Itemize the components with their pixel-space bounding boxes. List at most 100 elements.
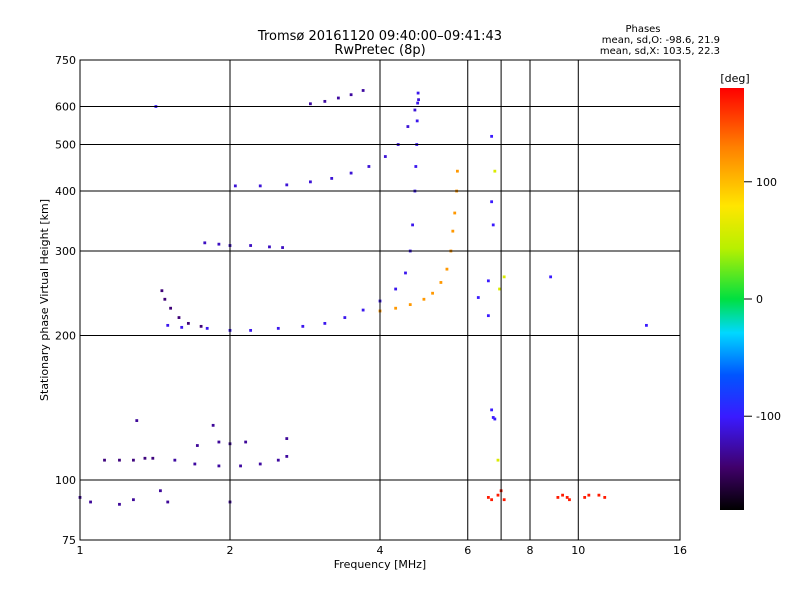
data-point-s5-1 [394,306,398,310]
data-point-s3-0 [309,102,312,106]
colorbar-scale [720,88,744,510]
data-point-s5-5 [439,281,443,284]
data-point-s0-4 [249,328,253,332]
data-point-s1-0 [160,289,164,293]
data-point-s8-7 [195,444,199,447]
data-point-s5-2 [408,303,412,306]
data-point-s6-4 [258,462,262,466]
data-point-s9-0 [486,496,490,499]
colorbar-tick-label: -100 [756,410,781,423]
data-point-s0-2 [205,326,209,330]
plot-frame [79,59,681,541]
data-point-s8-1 [89,500,92,504]
data-point-s10-5 [490,200,494,204]
data-point-s7-3 [143,456,147,460]
data-point-s10-8 [645,323,648,327]
x-tick-label: 2 [227,544,234,557]
data-point-s8-3 [132,498,135,502]
data-point-s1-4 [186,321,190,325]
data-point-s10-1 [493,417,497,421]
colorbar: [deg] 100 0 -100 [720,72,781,510]
data-point-s0-5 [276,326,280,330]
data-point-s0-0 [166,323,170,327]
data-point-s9-7 [565,496,569,499]
chart-title: Tromsø 20161120 09:40:00–09:41:43 [257,29,502,44]
data-point-s7-0 [103,458,106,462]
chart-subtitle: RwPretec (8p) [334,43,425,58]
data-point-s0-9 [361,308,365,312]
legend-line-o: mean, sd,O: -98.6, 21.9 [602,35,720,46]
data-point-s8-8 [217,440,221,444]
data-points [78,89,648,506]
data-point-s6-2 [217,464,221,468]
data-point-s0-12 [404,271,407,275]
data-point-s2-7 [383,155,387,158]
data-point-s4-4 [268,245,271,249]
x-tick-label: 8 [527,544,534,557]
data-point-s8-11 [285,437,289,440]
data-point-s9-8 [568,498,571,502]
data-point-s11-1 [502,275,506,279]
data-point-s10-0 [491,416,495,419]
data-point-s0-20 [416,91,420,95]
y-axis-label: Stationary phase Virtual Height [km] [38,199,51,401]
data-point-s10-3 [486,279,490,283]
data-point-s2-4 [330,177,334,180]
data-point-s2-5 [349,171,353,175]
data-point-s5-3 [422,297,426,301]
data-point-s9-10 [587,493,591,497]
data-point-s2-0 [233,184,237,188]
x-tick-label: 10 [571,544,585,557]
y-tick-label: 300 [55,245,76,258]
data-point-s0-14 [411,223,414,227]
data-point-s2-6 [367,165,371,168]
data-point-s5-4 [431,291,434,295]
data-point-s6-6 [285,455,289,458]
data-point-s2-11 [417,98,420,102]
data-point-s5-6 [445,267,449,271]
x-tick-label: 6 [464,544,471,557]
data-point-s11-3 [496,458,500,462]
data-point-s7-4 [151,456,155,460]
data-point-s2-1 [258,184,262,188]
y-tick-label: 100 [55,474,76,487]
data-point-s9-4 [502,498,506,502]
data-point-s7-1 [118,458,121,462]
data-point-s5-11 [456,169,459,173]
data-point-s10-7 [549,275,553,279]
colorbar-label: [deg] [720,72,749,85]
phase-legend: Phases mean, sd,O: -98.6, 21.9 mean, sd,… [600,24,720,57]
colorbar-tick-label: 0 [756,293,763,306]
data-point-s0-7 [323,321,327,325]
y-tick-label: 75 [62,534,76,547]
data-point-s0-1 [180,325,184,329]
colorbar-tick-label: 100 [756,176,777,189]
data-point-s1-3 [177,316,181,319]
y-tick-label: 400 [55,185,76,198]
grid-lines [79,59,681,541]
x-tick-label: 1 [77,544,84,557]
data-point-s1-5 [199,324,203,328]
data-point-s9-2 [496,493,500,497]
x-axis: 1 2 4 6 8 10 16 [77,544,688,557]
data-point-s2-10 [413,108,417,112]
x-axis-label: Frequency [MHz] [334,558,426,571]
data-point-s3-4 [361,89,365,92]
data-point-s8-10 [244,440,248,444]
data-point-s9-11 [597,493,601,497]
data-point-s8-12 [211,423,215,427]
data-point-s9-5 [556,496,560,499]
y-tick-label: 600 [55,101,76,114]
data-point-s5-9 [453,211,457,215]
data-point-s6-5 [276,458,280,462]
data-point-s4-5 [281,246,284,249]
data-point-s3-2 [336,96,340,100]
data-point-s0-18 [415,119,419,123]
data-point-s10-6 [491,223,495,227]
data-point-s3-1 [323,99,327,103]
data-point-s8-13 [135,419,139,422]
data-point-s6-1 [193,462,197,466]
data-point-s10-2 [490,408,494,412]
y-axis: 75 100 200 300 400 500 600 750 [55,54,76,547]
